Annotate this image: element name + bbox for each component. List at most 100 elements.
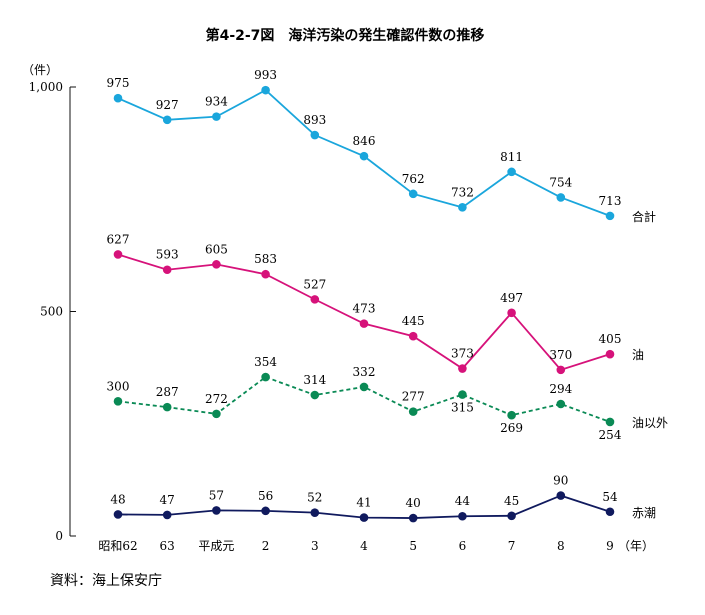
series-合計-point bbox=[507, 167, 516, 177]
series-合計-value-label: 713 bbox=[599, 194, 622, 208]
x-axis-unit: （年） bbox=[618, 539, 654, 553]
series-赤潮-value-label: 40 bbox=[406, 496, 421, 510]
y-tick-label: 1,000 bbox=[29, 80, 63, 94]
series-油以外-value-label: 315 bbox=[451, 401, 474, 415]
series-赤潮-value-label: 41 bbox=[356, 496, 371, 510]
series-油以外-point bbox=[458, 390, 467, 399]
series-油-point bbox=[162, 265, 172, 275]
x-tick-label: 3 bbox=[311, 539, 319, 553]
series-赤潮-point bbox=[212, 506, 221, 515]
series-赤潮-point bbox=[408, 513, 418, 523]
series-赤潮-value-label: 45 bbox=[504, 494, 519, 508]
series-油以外-point bbox=[556, 399, 566, 409]
series-油以外-point bbox=[162, 402, 172, 412]
series-油以外-value-label: 314 bbox=[303, 373, 326, 387]
y-tick-label: 500 bbox=[40, 305, 63, 319]
x-tick-label: 5 bbox=[409, 539, 417, 553]
series-赤潮-point bbox=[605, 507, 615, 517]
series-合計-point bbox=[261, 85, 270, 95]
y-axis-unit: （件） bbox=[22, 63, 58, 77]
series-合計-point bbox=[458, 203, 467, 212]
x-tick-label: 7 bbox=[508, 539, 516, 553]
series-赤潮-value-label: 54 bbox=[602, 490, 618, 504]
series-油-point bbox=[113, 250, 123, 259]
series-油-value-label: 583 bbox=[254, 252, 277, 266]
series-合計-name-label: 合計 bbox=[632, 209, 656, 224]
series-油-point bbox=[212, 260, 221, 269]
series-油-value-label: 627 bbox=[107, 232, 130, 246]
series-合計-point bbox=[605, 211, 615, 221]
source-note: 資料：海上保安庁 bbox=[50, 573, 162, 589]
series-赤潮-value-label: 44 bbox=[455, 494, 471, 508]
series-赤潮-point bbox=[261, 506, 270, 516]
series-赤潮-value-label: 57 bbox=[209, 488, 224, 502]
x-tick-label: 63 bbox=[160, 539, 175, 553]
series-合計-point bbox=[113, 93, 123, 103]
chart-title: 第4-2-7図 海洋汚染の発生確認件数の推移 bbox=[206, 27, 485, 44]
series-赤潮-point bbox=[556, 491, 566, 500]
series-合計-value-label: 754 bbox=[549, 175, 572, 189]
x-tick-label: 6 bbox=[459, 539, 467, 553]
series-油以外-value-label: 254 bbox=[599, 428, 622, 442]
series-油-point bbox=[458, 364, 467, 373]
series-油-value-label: 605 bbox=[205, 242, 228, 256]
series-合計-value-label: 732 bbox=[451, 185, 474, 199]
series-合計-value-label: 846 bbox=[353, 134, 376, 148]
series-合計-value-label: 934 bbox=[205, 95, 228, 109]
series-赤潮-value-label: 56 bbox=[258, 489, 273, 503]
series-赤潮-point bbox=[359, 513, 369, 522]
x-tick-label: 4 bbox=[360, 539, 368, 553]
series-合計-point bbox=[162, 115, 172, 125]
series-油以外-point bbox=[605, 417, 615, 427]
x-ticks: 昭和62 63 平成元 2 3 4 5 6 7 8 9 bbox=[98, 539, 613, 553]
series-油以外-value-label: 269 bbox=[500, 421, 523, 435]
series-油以外-point bbox=[212, 409, 221, 419]
series-合計-value-label: 993 bbox=[254, 68, 277, 82]
series-合計-value-label: 927 bbox=[156, 98, 179, 112]
series-油-value-label: 445 bbox=[402, 314, 425, 328]
series-油-point bbox=[359, 319, 369, 328]
series-油以外-value-label: 354 bbox=[254, 355, 277, 369]
series-油-value-label: 473 bbox=[353, 302, 376, 316]
series-赤潮-point bbox=[162, 510, 172, 520]
series-合計-point bbox=[408, 189, 418, 199]
x-tick-label: 8 bbox=[557, 539, 565, 553]
series-油以外-point bbox=[261, 372, 270, 382]
series-油-name-label: 油 bbox=[632, 348, 644, 362]
series-油以外-value-label: 272 bbox=[205, 392, 228, 406]
series-油以外-value-label: 332 bbox=[353, 365, 376, 379]
series-油-value-label: 370 bbox=[549, 348, 572, 362]
series-油-value-label: 527 bbox=[303, 277, 326, 291]
y-tick-label: 0 bbox=[55, 529, 63, 543]
series-油以外-point bbox=[359, 382, 369, 392]
series-油-point bbox=[605, 349, 615, 359]
series-油-point bbox=[261, 269, 270, 279]
x-tick-label: 昭和62 bbox=[98, 539, 137, 553]
series-赤潮-point bbox=[507, 511, 516, 521]
series-油-value-label: 593 bbox=[156, 248, 179, 262]
series-油-point bbox=[408, 331, 418, 341]
series-合計-value-label: 811 bbox=[500, 150, 523, 164]
series-油-point bbox=[507, 308, 516, 318]
series-油以外-value-label: 277 bbox=[402, 390, 425, 404]
series-赤潮-point bbox=[113, 510, 123, 519]
series-油-value-label: 405 bbox=[599, 332, 622, 346]
series-layer: 975 927 934 993 893 846 762 732 811 754 713 合計 627 59… bbox=[107, 68, 668, 523]
series-赤潮-value-label: 47 bbox=[160, 493, 175, 507]
series-油以外-value-label: 294 bbox=[549, 382, 572, 396]
series-合計-value-label: 975 bbox=[107, 76, 130, 90]
x-tick-label: 9 bbox=[606, 539, 614, 553]
series-油以外-point bbox=[113, 397, 123, 406]
series-油-value-label: 497 bbox=[500, 291, 523, 305]
series-油-value-label: 373 bbox=[451, 347, 474, 361]
series-合計-point bbox=[556, 193, 566, 202]
series-油以外-value-label: 287 bbox=[156, 385, 179, 399]
series-合計-value-label: 762 bbox=[402, 172, 425, 186]
x-tick-label: 平成元 bbox=[198, 539, 234, 553]
series-赤潮-value-label: 90 bbox=[553, 474, 568, 488]
y-ticks: 0 500 1,000 bbox=[29, 80, 76, 543]
series-油以外-value-label: 300 bbox=[107, 379, 130, 393]
series-油以外-point bbox=[310, 390, 320, 400]
series-合計-point bbox=[359, 151, 369, 161]
